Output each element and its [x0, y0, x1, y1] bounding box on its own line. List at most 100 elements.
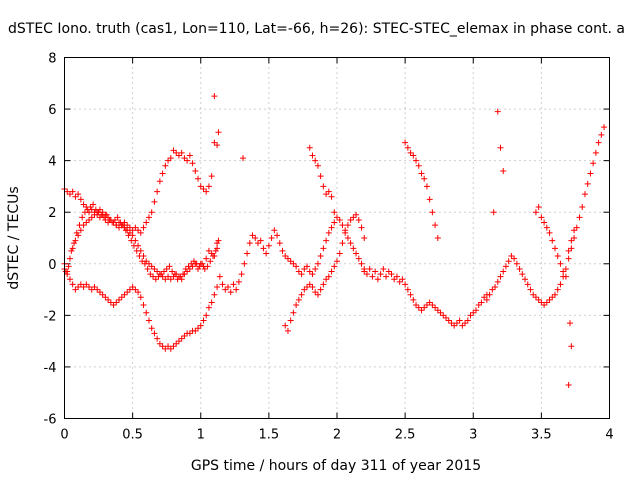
data-point: [216, 273, 223, 280]
data-point: [325, 188, 332, 195]
data-point: [339, 222, 346, 229]
data-point: [494, 108, 501, 115]
data-point: [65, 263, 72, 270]
data-point: [456, 317, 463, 324]
data-point: [252, 235, 259, 241]
data-point: [573, 224, 580, 231]
data-point: [475, 302, 482, 309]
data-point: [336, 250, 343, 257]
data-point: [481, 294, 488, 301]
data-point: [423, 183, 430, 190]
data-point: [195, 265, 202, 272]
axis-ticks: [64, 57, 610, 419]
data-point: [132, 286, 139, 293]
data-point: [215, 237, 222, 244]
data-point: [374, 276, 381, 283]
data-point: [353, 211, 360, 218]
x-tick-label: 3: [469, 428, 477, 443]
data-point: [208, 299, 215, 306]
data-point: [538, 214, 545, 221]
data-point: [90, 201, 97, 208]
data-point: [75, 191, 82, 198]
data-point: [181, 155, 188, 162]
data-point: [347, 240, 354, 247]
data-point: [513, 260, 520, 267]
data-point: [128, 237, 135, 244]
data-point: [72, 237, 79, 244]
data-point: [347, 216, 354, 223]
data-point: [426, 196, 433, 203]
data-point: [268, 235, 275, 241]
data-point: [76, 222, 83, 229]
data-point: [154, 188, 161, 195]
data-point: [155, 273, 162, 280]
data-point: [312, 157, 319, 164]
data-point: [87, 204, 94, 211]
data-point: [535, 204, 542, 211]
data-point: [557, 281, 564, 288]
data-point: [189, 160, 196, 167]
data-point: [579, 204, 586, 211]
data-point: [328, 224, 335, 231]
data-point: [489, 286, 496, 293]
data-point: [581, 191, 588, 198]
data-point: [519, 271, 526, 278]
data-point: [145, 214, 152, 221]
data-point: [98, 211, 105, 218]
data-point: [180, 271, 187, 278]
data-point: [505, 258, 512, 265]
data-point: [166, 263, 173, 270]
data-point: [350, 245, 357, 252]
data-point: [494, 278, 501, 285]
data-point: [241, 260, 248, 267]
data-point: [325, 229, 332, 236]
data-point: [68, 247, 75, 254]
data-point: [95, 209, 102, 216]
data-point: [355, 255, 362, 262]
data-point: [116, 224, 122, 231]
data-point: [91, 211, 98, 218]
data-point: [527, 286, 534, 293]
data-point: [407, 149, 414, 156]
data-point: [101, 214, 108, 221]
data-point: [214, 283, 221, 290]
data-point: [130, 242, 137, 249]
grid-lines: [64, 57, 610, 419]
data-point: [363, 271, 370, 278]
data-point: [393, 273, 400, 280]
data-point: [415, 162, 422, 169]
data-point: [293, 263, 300, 270]
data-point: [159, 170, 166, 177]
data-point: [170, 147, 177, 154]
data-point: [184, 157, 191, 164]
data-point: [154, 335, 161, 342]
data-point: [80, 201, 87, 208]
x-tick-label: 0.5: [122, 428, 143, 443]
data-point: [195, 325, 202, 332]
data-point: [557, 260, 564, 267]
data-point: [543, 224, 550, 231]
data-point: [320, 245, 327, 252]
data-point: [312, 289, 319, 296]
data-point: [565, 247, 572, 254]
data-point: [334, 258, 340, 265]
data-point: [432, 304, 439, 311]
data-point: [88, 286, 95, 293]
data-point: [304, 263, 311, 270]
data-point: [77, 281, 84, 288]
data-point: [140, 224, 147, 231]
data-point: [150, 273, 157, 280]
data-point: [309, 283, 316, 290]
data-point: [314, 162, 321, 169]
data-point: [323, 237, 330, 244]
data-point: [66, 255, 73, 262]
data-point: [410, 296, 417, 303]
data-point: [325, 273, 332, 280]
data-point: [66, 276, 73, 283]
data-point: [135, 289, 142, 296]
data-point: [163, 265, 170, 272]
data-point: [284, 327, 291, 334]
data-point: [328, 193, 335, 200]
data-point: [118, 294, 125, 301]
data-point: [91, 283, 98, 290]
